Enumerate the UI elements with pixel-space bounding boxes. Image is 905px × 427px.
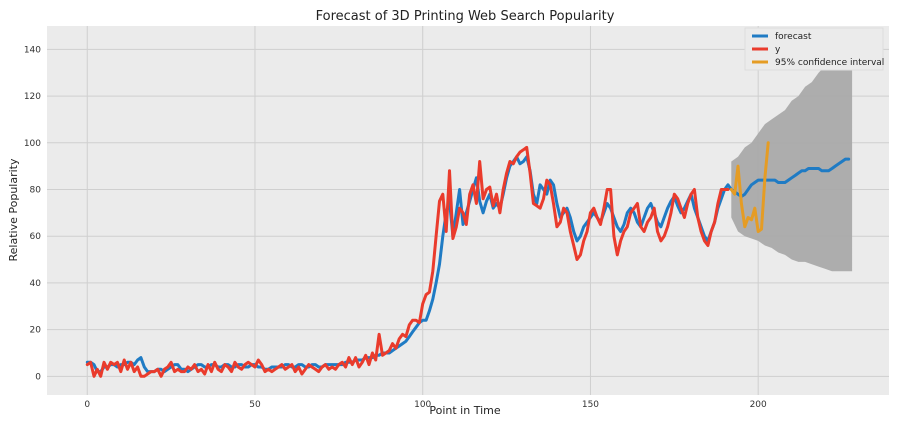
x-tick-label: 0 xyxy=(84,400,90,410)
y-tick-label: 0 xyxy=(35,372,41,382)
legend: forecast y 95% confidence interval xyxy=(744,27,884,71)
y-tick-label: 60 xyxy=(30,232,42,242)
y-line xyxy=(85,145,730,378)
legend-label-y: y xyxy=(775,45,781,55)
x-tick-label: 200 xyxy=(750,400,767,410)
x-tick-label: 100 xyxy=(414,400,431,410)
y-tick-label: 120 xyxy=(24,92,41,102)
series-lines xyxy=(85,141,851,378)
y-tick-label: 100 xyxy=(24,139,41,149)
x-axis-label: Point in Time xyxy=(429,404,500,417)
legend-label-confidence: 95% confidence interval xyxy=(775,58,884,68)
y-tick-label: 40 xyxy=(30,279,42,289)
y-tick-label: 80 xyxy=(30,185,42,195)
x-tick-label: 150 xyxy=(582,400,599,410)
y-axis-label: Relative Popularity xyxy=(7,158,20,261)
chart-title: Forecast of 3D Printing Web Search Popul… xyxy=(316,9,615,24)
tick-labels: 0 50 100 150 200 0 20 40 60 80 100 120 140 xyxy=(24,45,767,410)
y-tick-label: 140 xyxy=(24,45,41,55)
x-tick-label: 50 xyxy=(249,400,261,410)
confidence-line xyxy=(729,141,770,233)
y-tick-label: 20 xyxy=(30,326,42,336)
legend-label-forecast: forecast xyxy=(775,32,812,42)
